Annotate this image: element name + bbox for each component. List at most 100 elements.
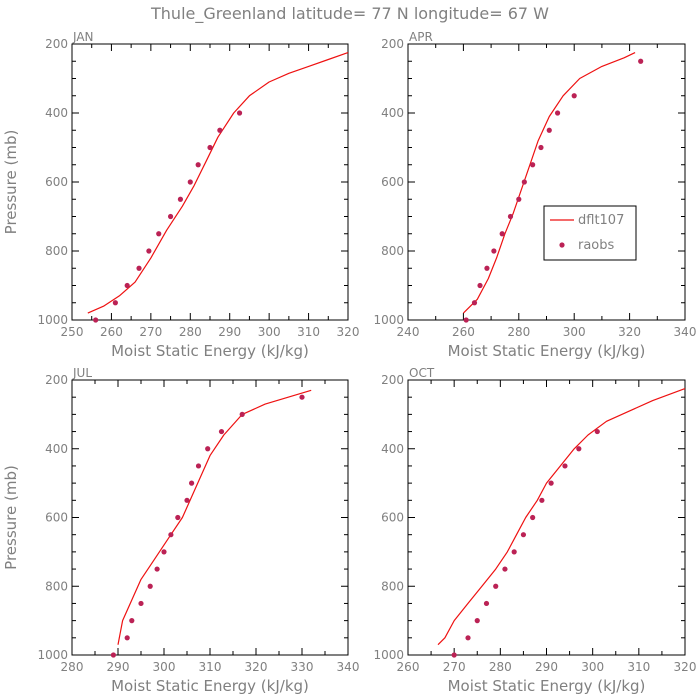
x-tick-label: 330 (291, 660, 314, 674)
x-tick-label: 260 (100, 325, 123, 339)
x-tick-label: 290 (107, 660, 130, 674)
y-tick-label: 800 (381, 244, 404, 258)
x-tick-label: 340 (674, 325, 697, 339)
series-point-raobs (499, 231, 505, 237)
legend-label-model: dflt107 (578, 213, 624, 228)
y-tick-label: 400 (45, 106, 68, 120)
series-point-raobs (236, 110, 243, 116)
x-tick-label: 320 (674, 660, 697, 674)
y-axis-label: Pressure (mb) (2, 130, 20, 235)
series-point-raobs (124, 282, 130, 289)
panel-label: OCT (409, 366, 435, 380)
x-tick-label: 310 (627, 660, 650, 674)
x-tick-label: 320 (618, 325, 641, 339)
panel-apr: APR 240 260 280 300 320 340 200 400 600 800 1000 Moi… (373, 30, 696, 360)
y-tick-label: 200 (45, 373, 68, 387)
x-axis-label: Moist Static Energy (kJ/kg) (111, 342, 309, 360)
series-line-dflt107 (117, 389, 312, 645)
panel-label: JAN (72, 30, 94, 44)
series-point-raobs (195, 162, 201, 168)
series-point-raobs (299, 394, 305, 400)
panel-jan: JAN 250 260 270 280 290 300 310 320 200 400 600 800 1… (2, 30, 359, 360)
x-tick-label: 310 (199, 660, 222, 674)
series-point-raobs (507, 213, 514, 220)
plot-frame (407, 379, 686, 656)
series-point-raobs (530, 514, 536, 521)
series-point-raobs (217, 127, 223, 133)
series-point-raobs (493, 583, 499, 589)
series-point-raobs (187, 179, 193, 185)
x-tick-label: 300 (153, 660, 176, 674)
series-point-raobs (465, 635, 471, 641)
x-tick-label: 320 (245, 660, 268, 674)
series-point-raobs (571, 93, 577, 99)
series-point-raobs (168, 532, 174, 538)
legend-label-obs: raobs (578, 238, 615, 253)
series-line-dflt107 (437, 388, 686, 646)
y-tick-label: 800 (45, 244, 68, 258)
series-point-raobs (521, 179, 527, 185)
x-tick-label: 260 (397, 660, 420, 674)
series-point-raobs (471, 300, 478, 306)
plot-frame (71, 43, 349, 321)
series-point-raobs (239, 411, 245, 417)
x-tick-label: 270 (139, 325, 162, 339)
series-point-raobs (511, 549, 517, 555)
x-tick-label: 280 (61, 660, 84, 674)
series-point-raobs (218, 428, 225, 435)
series-point-raobs (112, 300, 118, 306)
series-point-raobs (207, 144, 213, 151)
series-point-raobs (463, 317, 469, 323)
series-point-raobs (189, 480, 195, 486)
series-point-raobs (520, 532, 527, 538)
series-point-raobs (154, 566, 160, 572)
series-point-raobs (195, 463, 202, 469)
x-tick-label: 260 (452, 325, 475, 339)
series-point-raobs (554, 110, 561, 116)
panel-oct: OCT 260 270 280 290 300 310 320 200 400 600 800 1000… (373, 366, 696, 695)
series-point-raobs (175, 514, 181, 521)
x-tick-label: 290 (218, 325, 241, 339)
y-tick-label: 200 (381, 373, 404, 387)
x-tick-label: 280 (489, 660, 512, 674)
series-point-raobs (167, 213, 174, 220)
panel-jul: JUL 280 290 300 310 320 330 340 200 400 600 800 1000… (2, 366, 359, 695)
series-point-raobs (93, 317, 99, 323)
y-axis-label: Pressure (mb) (2, 465, 20, 570)
x-tick-label: 300 (581, 660, 604, 674)
y-tick-label: 800 (381, 579, 404, 593)
series-point-raobs (502, 566, 508, 572)
series-point-raobs (156, 231, 162, 237)
x-tick-label: 320 (337, 325, 360, 339)
y-tick-label: 800 (45, 579, 68, 593)
x-tick-label: 310 (297, 325, 320, 339)
series-point-raobs (147, 583, 153, 589)
y-tick-label: 600 (45, 511, 68, 525)
x-tick-label: 300 (563, 325, 586, 339)
series-point-raobs (184, 497, 190, 503)
x-tick-label: 300 (258, 325, 281, 339)
series-point-raobs (205, 446, 211, 452)
series-point-raobs (491, 248, 497, 254)
y-tick-label: 400 (45, 442, 68, 456)
series-line-dflt107 (462, 52, 636, 314)
series-point-raobs (548, 480, 554, 486)
series-point-raobs (538, 144, 544, 151)
x-tick-label: 240 (397, 325, 420, 339)
series-point-raobs (161, 549, 167, 555)
x-tick-label: 270 (443, 660, 466, 674)
x-tick-label: 250 (61, 325, 84, 339)
series-point-raobs (124, 635, 130, 641)
series-point-raobs (546, 127, 552, 133)
y-tick-label: 600 (381, 511, 404, 525)
series-point-raobs (483, 600, 490, 607)
plot-frame (407, 43, 686, 321)
series-point-raobs (129, 618, 135, 624)
series-point-raobs (562, 463, 568, 469)
y-tick-label: 1000 (373, 648, 404, 662)
series-point-raobs (474, 618, 480, 624)
series-point-raobs (136, 265, 142, 271)
legend-box (543, 205, 637, 261)
y-tick-label: 400 (381, 106, 404, 120)
plot-frame (71, 379, 349, 656)
